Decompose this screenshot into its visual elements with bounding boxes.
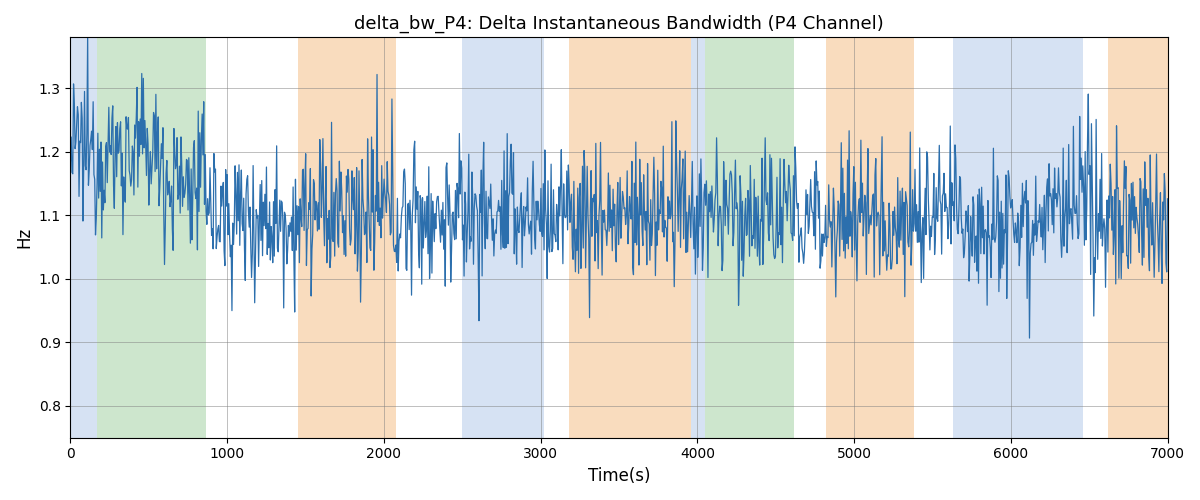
Bar	[691, 38, 706, 438]
Bar	[953, 38, 1082, 438]
Bar	[298, 38, 396, 438]
Y-axis label: Hz: Hz	[14, 227, 32, 248]
X-axis label: Time(s): Time(s)	[588, 467, 650, 485]
Bar	[71, 38, 97, 438]
Bar	[826, 38, 913, 438]
Bar	[706, 38, 794, 438]
Bar	[462, 38, 544, 438]
Bar	[569, 38, 691, 438]
Bar	[97, 38, 206, 438]
Bar	[1108, 38, 1168, 438]
Title: delta_bw_P4: Delta Instantaneous Bandwidth (P4 Channel): delta_bw_P4: Delta Instantaneous Bandwid…	[354, 15, 884, 34]
